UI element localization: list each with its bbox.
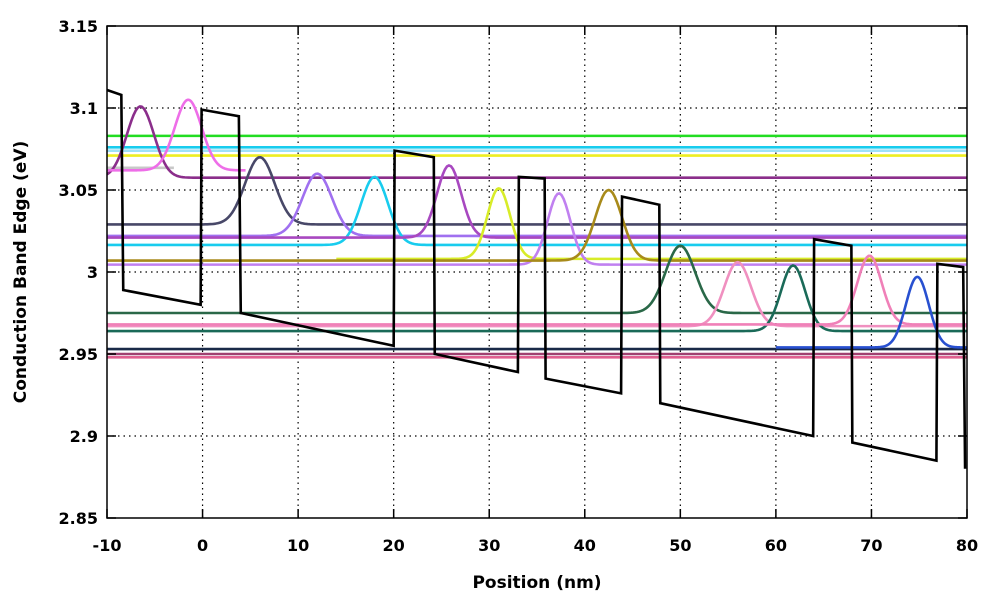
x-tick-label: 70	[860, 536, 882, 555]
band-edge	[107, 88, 967, 469]
x-tick-label: 0	[197, 536, 208, 555]
wavefunction-series	[107, 172, 967, 238]
energy-levels	[107, 134, 967, 359]
axis-ticks: -10 0 10 20 30 40 50 60 70 80 2.85 2.9 2.95 3 3.05 3.1 3…	[59, 17, 979, 555]
wavefunction-series	[107, 244, 967, 315]
wavefunction-series	[107, 192, 967, 266]
wavefunction-series	[107, 264, 967, 333]
x-tick-label: -10	[93, 536, 122, 555]
y-axis-label: Conduction Band Edge (eV)	[11, 141, 31, 404]
wavefunction-series	[107, 98, 247, 172]
y-tick-label: 2.95	[59, 345, 98, 364]
x-tick-label: 60	[765, 536, 787, 555]
y-tick-label: 2.9	[70, 427, 98, 446]
y-tick-label: 3.05	[59, 181, 98, 200]
y-tick-label: 3.15	[59, 17, 98, 36]
wavefunction-series	[107, 188, 967, 262]
wavefunction-series	[775, 275, 967, 349]
y-tick-label: 3.1	[70, 99, 98, 118]
band-edge-line	[107, 88, 967, 469]
y-tick-label: 2.85	[59, 509, 98, 528]
wavefunctions	[107, 98, 967, 349]
x-tick-label: 40	[574, 536, 596, 555]
x-tick-label: 20	[383, 536, 405, 555]
wavefunction-series	[107, 155, 967, 226]
wavefunction-series	[107, 105, 967, 179]
grid	[107, 26, 967, 518]
x-tick-label: 80	[956, 536, 978, 555]
wavefunction-series	[107, 164, 967, 239]
x-axis-label: Position (nm)	[472, 573, 601, 593]
x-tick-label: 10	[287, 536, 309, 555]
wavefunction-series	[107, 260, 967, 328]
wavefunction-series	[107, 254, 967, 326]
wavefunction-series	[107, 175, 967, 247]
x-tick-label: 30	[478, 536, 500, 555]
y-tick-label: 3	[87, 263, 98, 282]
x-tick-label: 50	[669, 536, 691, 555]
